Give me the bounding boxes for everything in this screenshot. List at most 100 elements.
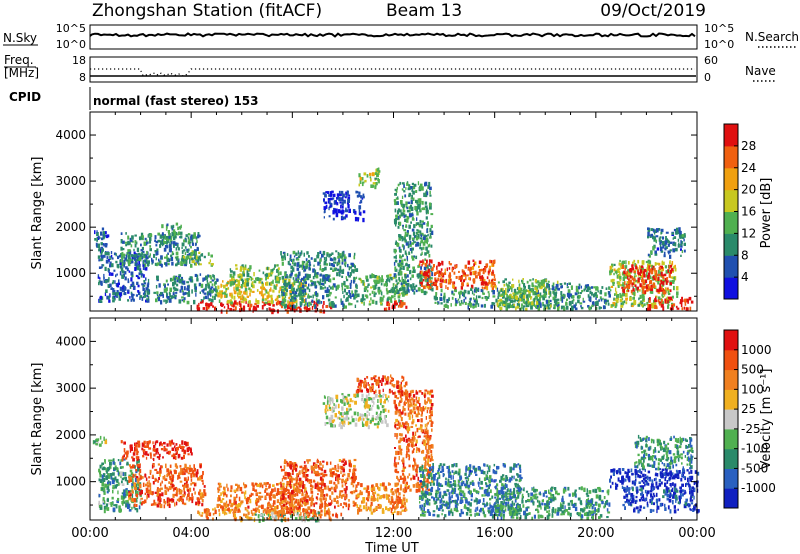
heatmap-cell-0 [618,282,621,285]
heatmap-cell-0 [121,258,124,263]
heatmap-cell-0 [127,249,130,253]
heatmap-cell-0 [175,275,178,278]
heatmap-cell-0 [491,281,494,284]
heatmap-cell-0 [408,192,412,196]
heatmap-cell-1 [166,451,169,455]
heatmap-cell-0 [292,267,295,272]
heatmap-cell-0 [473,288,477,293]
heatmap-cell-1 [298,507,301,511]
heatmap-cell-0 [425,237,429,241]
heatmap-cell-0 [252,306,255,311]
heatmap-cell-0 [173,280,177,285]
heatmap-cell-0 [612,301,616,306]
heatmap-cell-0 [292,284,294,287]
heatmap-cell-0 [330,304,333,310]
heatmap-cell-0 [541,281,544,284]
heatmap-cell-0 [283,289,285,293]
heatmap-cell-0 [560,295,562,300]
heatmap-cell-1 [267,517,271,520]
heatmap-cell-0 [188,290,190,294]
heatmap-cell-1 [166,500,168,504]
heatmap-cell-0 [500,300,503,304]
heatmap-cell-0 [641,304,644,307]
heatmap-cell-0 [230,301,233,305]
heatmap-cell-0 [290,265,294,270]
heatmap-cell-0 [349,303,353,306]
heatmap-cell-1 [172,442,175,445]
heatmap-cell-0 [328,294,331,297]
heatmap-cell-0 [308,288,311,293]
heatmap-cell-1 [247,499,249,502]
heatmap-cell-1 [109,473,113,477]
heatmap-cell-0 [610,269,614,273]
heatmap-cell-0 [280,301,283,305]
heatmap-cell-0 [649,268,652,273]
heatmap-cell-1 [149,469,152,473]
heatmap-cell-1 [125,451,128,455]
heatmap-cell-0 [316,280,319,283]
heatmap-cell-0 [434,301,437,304]
heatmap-cell-1 [196,497,200,500]
heatmap-cell-0 [486,286,489,291]
heatmap-cell-0 [574,292,578,296]
heatmap-cell-0 [632,292,635,295]
heatmap-cell-1 [164,500,167,505]
heatmap-cell-1 [170,478,172,481]
heatmap-cell-1 [183,477,187,482]
heatmap-cell-0 [282,292,285,296]
heatmap-cell-0 [178,274,182,278]
heatmap-cell-1 [105,468,107,471]
heatmap-cell-0 [168,235,171,239]
heatmap-cell-0 [194,262,197,266]
heatmap-cell-0 [295,277,297,281]
heatmap-cell-0 [405,224,408,228]
heatmap-cell-0 [388,296,391,300]
heatmap-cell-0 [322,250,326,256]
heatmap-cell-0 [529,288,532,291]
heatmap-cell-1 [245,484,248,488]
heatmap-cell-0 [305,308,309,313]
heatmap-cell-0 [319,250,322,254]
heatmap-cell-1 [223,492,227,496]
heatmap-cell-0 [134,234,137,237]
heatmap-cell-1 [145,477,148,481]
heatmap-cell-0 [135,294,138,297]
heatmap-cell-0 [320,301,323,304]
heatmap-cell-1 [106,485,110,490]
heatmap-cell-0 [182,280,186,285]
heatmap-cell-0 [97,235,100,239]
nave-label: Nave [745,64,776,78]
heatmap-cell-1 [136,508,139,513]
heatmap-cell-0 [205,275,207,278]
heatmap-cell-0 [139,296,141,300]
heatmap-cell-0 [637,259,640,264]
heatmap-cell-0 [428,236,432,239]
heatmap-cell-0 [676,227,679,231]
heatmap-cell-1 [255,507,259,511]
heatmap-cell-1 [230,494,232,498]
heatmap-cell-0 [681,307,684,311]
heatmap-cell-0 [181,242,185,247]
heatmap-cell-0 [522,307,525,311]
heatmap-cell-0 [327,298,331,302]
heatmap-cell-0 [419,260,423,264]
heatmap-cell-0 [133,251,136,255]
heatmap-cell-0 [326,274,329,279]
heatmap-cell-1 [104,439,108,445]
heatmap-cell-0 [214,281,217,285]
heatmap-cell-0 [547,283,550,288]
heatmap-cell-1 [267,509,269,514]
heatmap-cell-0 [378,179,380,184]
heatmap-cell-0 [184,246,187,249]
heatmap-cell-0 [332,210,335,215]
heatmap-cell-0 [552,286,555,291]
heatmap-cell-0 [415,206,419,209]
heatmap-cell-0 [665,246,668,249]
heatmap-cell-0 [628,274,630,278]
heatmap-cell-0 [303,276,306,281]
heatmap-cell-0 [241,278,244,282]
heatmap-cell-0 [290,284,293,287]
heatmap-cell-1 [265,485,267,488]
heatmap-cell-0 [145,299,147,303]
heatmap-cell-0 [188,252,192,256]
